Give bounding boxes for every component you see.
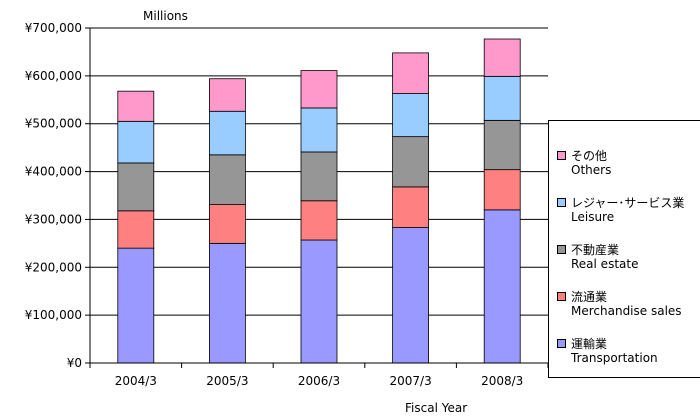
bars <box>117 38 521 364</box>
legend: その他 Others レジャー･サービス業 Leisure 不動産業 Real estat… <box>548 120 700 378</box>
legend-label-en: Real estate <box>571 257 639 271</box>
legend-swatch <box>557 198 566 207</box>
legend-label-en: Leisure <box>571 210 615 224</box>
x-tick-labels: 2004/3 2005/3 2006/3 2007/3 2008/3 <box>115 374 524 388</box>
bar-segment <box>392 186 430 228</box>
x-axis-title: Fiscal Year <box>405 401 468 415</box>
x-tick-label: 2007/3 <box>389 374 431 388</box>
bar-segment <box>208 204 246 244</box>
x-tick-label: 2008/3 <box>481 374 523 388</box>
bar-segment <box>208 242 246 364</box>
bar-segment <box>483 169 521 211</box>
bar-segment <box>300 151 338 202</box>
legend-swatch <box>557 339 566 348</box>
x-tick-label: 2005/3 <box>206 374 248 388</box>
bar-segment <box>117 247 155 364</box>
bar-segment <box>117 162 155 212</box>
legend-label-en: Others <box>571 163 612 177</box>
bar-segment <box>300 70 338 109</box>
bar-segment <box>483 119 521 171</box>
bar-segment <box>208 78 246 112</box>
legend-label: 運輸業 <box>571 337 608 351</box>
bar-segment <box>208 154 246 205</box>
x-tick-label: 2004/3 <box>115 374 157 388</box>
legend-swatch <box>557 245 566 254</box>
y-tick-label: ¥600,000 <box>25 69 82 83</box>
bar-segment <box>300 239 338 364</box>
legend-label: 流通業 <box>571 290 608 304</box>
bar-segment <box>300 107 338 153</box>
y-tick-label: ¥0 <box>67 356 82 370</box>
bar-segment <box>208 110 246 156</box>
y-tick-label: ¥300,000 <box>25 212 82 226</box>
legend-label: レジャー･サービス業 <box>571 196 685 210</box>
bar-segment <box>483 209 521 364</box>
bar-segment <box>483 75 521 121</box>
bar-segment <box>117 120 155 164</box>
legend-label-en: Merchandise sales <box>571 304 682 318</box>
bar-segment <box>392 136 430 188</box>
legend-label: 不動産業 <box>571 243 620 257</box>
axes <box>85 27 549 368</box>
legend-swatch <box>557 151 566 160</box>
y-tick-label: ¥200,000 <box>25 260 82 274</box>
legend-swatch <box>557 292 566 301</box>
bar-segment <box>392 93 430 138</box>
bar-segment <box>300 200 338 241</box>
bar-segment <box>392 52 430 94</box>
bar-segment <box>483 38 521 77</box>
y-tick-labels: ¥0 ¥100,000 ¥200,000 ¥300,000 ¥400,000 ¥500,0… <box>25 21 82 370</box>
legend-label-en: Transportation <box>571 351 658 365</box>
bar-segment <box>117 210 155 249</box>
legend-label: その他 <box>571 149 608 163</box>
y-tick-label: ¥500,000 <box>25 117 82 131</box>
y-tick-label: ¥700,000 <box>25 21 82 35</box>
x-tick-label: 2006/3 <box>298 374 340 388</box>
unit-label: Millions <box>143 9 188 23</box>
y-tick-label: ¥100,000 <box>25 308 82 322</box>
bar-segment <box>392 227 430 364</box>
y-tick-label: ¥400,000 <box>25 165 82 179</box>
bar-segment <box>117 90 155 122</box>
